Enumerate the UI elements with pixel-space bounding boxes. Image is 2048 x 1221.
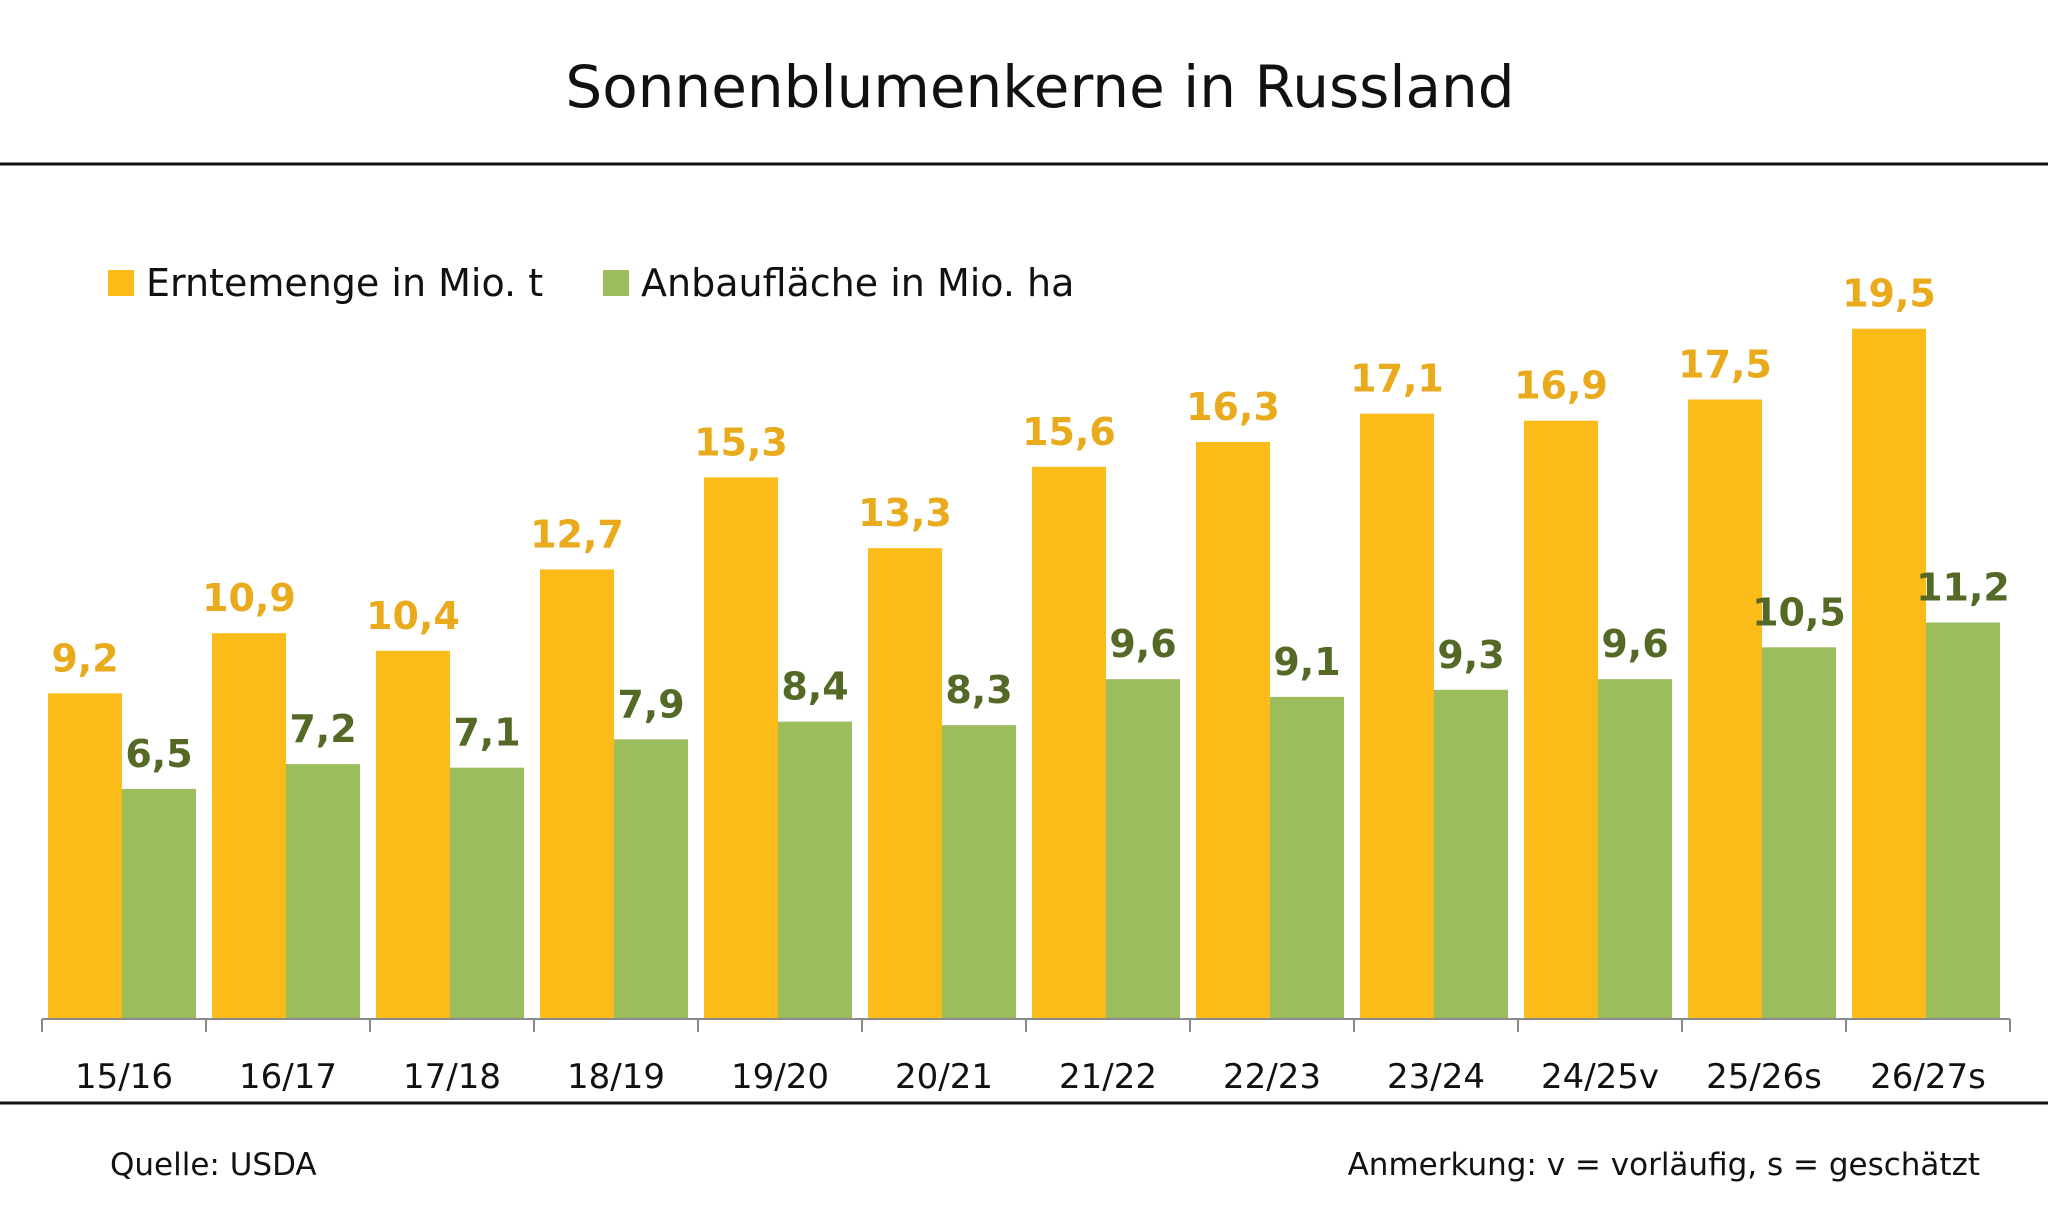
bar-anbauflaeche-18/19 <box>614 739 688 1019</box>
value-label-anbauflaeche-25/26s: 10,5 <box>1752 590 1846 634</box>
x-tick-label-20/21: 20/21 <box>895 1057 993 1097</box>
value-label-erntemenge-21/22: 15,6 <box>1022 410 1116 454</box>
bar-anbauflaeche-19/20 <box>778 721 852 1019</box>
value-label-anbauflaeche-17/18: 7,1 <box>453 711 520 755</box>
x-axis: 15/16 16/17 17/18 18/19 19/20 20/21 21/22 22/23… <box>41 1018 2011 1097</box>
value-label-anbauflaeche-21/22: 9,6 <box>1109 622 1176 666</box>
x-tick-label-23/24: 23/24 <box>1387 1057 1485 1097</box>
value-label-anbauflaeche-22/23: 9,1 <box>1273 640 1340 684</box>
chart-title: Sonnenblumenkerne in Russland <box>565 53 1514 121</box>
header: Sonnenblumenkerne in Russland <box>0 53 2048 166</box>
value-labels: 9,2 6,5 10,9 7,2 10,4 7,1 12,7 7,9 15,3 8,4 13,3 8,… <box>51 272 2010 776</box>
bar-erntemenge-19/20 <box>704 477 778 1019</box>
value-label-erntemenge-25/26s: 17,5 <box>1678 343 1772 387</box>
legend-label-anbauflaeche: Anbaufläche in Mio. ha <box>641 261 1074 305</box>
value-label-erntemenge-15/16: 9,2 <box>51 636 118 680</box>
value-label-erntemenge-22/23: 16,3 <box>1186 385 1280 429</box>
legend-swatch-erntemenge <box>108 270 134 296</box>
annotation-note: Anmerkung: v = vorläufig, s = geschätzt <box>1348 1147 1980 1183</box>
bar-anbauflaeche-22/23 <box>1270 696 1344 1019</box>
bar-anbauflaeche-21/22 <box>1106 679 1180 1019</box>
value-label-anbauflaeche-15/16: 6,5 <box>125 732 192 776</box>
x-tick-label-26/27s: 26/27s <box>1870 1057 1986 1097</box>
source-note: Quelle: USDA <box>110 1147 317 1183</box>
bar-anbauflaeche-23/24 <box>1434 689 1508 1019</box>
bar-anbauflaeche-20/21 <box>942 725 1016 1019</box>
value-label-erntemenge-24/25v: 16,9 <box>1514 364 1608 408</box>
legend-label-erntemenge: Erntemenge in Mio. t <box>146 261 543 305</box>
bar-erntemenge-23/24 <box>1360 413 1434 1019</box>
bar-erntemenge-25/26s <box>1688 399 1762 1019</box>
x-tick-label-22/23: 22/23 <box>1223 1057 1321 1097</box>
value-label-anbauflaeche-23/24: 9,3 <box>1437 633 1504 677</box>
x-axis-tick-labels: 15/16 16/17 17/18 18/19 19/20 20/21 21/22 22/23… <box>75 1057 1986 1097</box>
value-label-erntemenge-16/17: 10,9 <box>202 576 296 620</box>
value-label-anbauflaeche-26/27s: 11,2 <box>1916 566 2010 610</box>
value-label-erntemenge-23/24: 17,1 <box>1350 357 1444 401</box>
x-tick-label-19/20: 19/20 <box>731 1057 829 1097</box>
x-tick-label-16/17: 16/17 <box>239 1057 337 1097</box>
value-label-anbauflaeche-19/20: 8,4 <box>781 665 848 709</box>
legend-swatch-anbauflaeche <box>603 270 629 296</box>
legend: Erntemenge in Mio. t Anbaufläche in Mio. … <box>108 261 1074 305</box>
bar-erntemenge-24/25v <box>1524 420 1598 1019</box>
bar-anbauflaeche-24/25v <box>1598 679 1672 1019</box>
value-label-erntemenge-20/21: 13,3 <box>858 491 952 535</box>
bar-erntemenge-26/27s <box>1852 328 1926 1019</box>
value-label-erntemenge-18/19: 12,7 <box>530 512 624 556</box>
bar-erntemenge-15/16 <box>48 693 122 1019</box>
bar-erntemenge-21/22 <box>1032 466 1106 1019</box>
x-tick-label-25/26s: 25/26s <box>1706 1057 1822 1097</box>
bar-erntemenge-18/19 <box>540 569 614 1019</box>
bar-anbauflaeche-16/17 <box>286 764 360 1019</box>
value-label-erntemenge-19/20: 15,3 <box>694 420 788 464</box>
x-tick-label-21/22: 21/22 <box>1059 1057 1157 1097</box>
bar-anbauflaeche-25/26s <box>1762 647 1836 1019</box>
bar-erntemenge-20/21 <box>868 548 942 1019</box>
x-tick-label-17/18: 17/18 <box>403 1057 501 1097</box>
bar-anbauflaeche-15/16 <box>122 788 196 1019</box>
x-tick-label-18/19: 18/19 <box>567 1057 665 1097</box>
bar-erntemenge-17/18 <box>376 650 450 1019</box>
bar-erntemenge-22/23 <box>1196 441 1270 1020</box>
bar-erntemenge-16/17 <box>212 633 286 1019</box>
value-label-anbauflaeche-16/17: 7,2 <box>289 707 356 751</box>
x-axis-ticks <box>41 1019 2011 1032</box>
bar-anbauflaeche-26/27s <box>1926 622 2000 1019</box>
bar-anbauflaeche-17/18 <box>450 767 524 1019</box>
x-tick-label-15/16: 15/16 <box>75 1057 173 1097</box>
bars <box>48 328 2000 1020</box>
value-label-erntemenge-26/27s: 19,5 <box>1842 272 1936 316</box>
x-tick-label-24/25v: 24/25v <box>1541 1057 1659 1097</box>
value-label-anbauflaeche-20/21: 8,3 <box>945 668 1012 712</box>
value-label-anbauflaeche-24/25v: 9,6 <box>1601 622 1668 666</box>
footer: Quelle: USDA Anmerkung: v = vorläufig, s… <box>0 1101 2048 1183</box>
value-label-erntemenge-17/18: 10,4 <box>366 594 460 638</box>
value-label-anbauflaeche-18/19: 7,9 <box>617 682 684 726</box>
